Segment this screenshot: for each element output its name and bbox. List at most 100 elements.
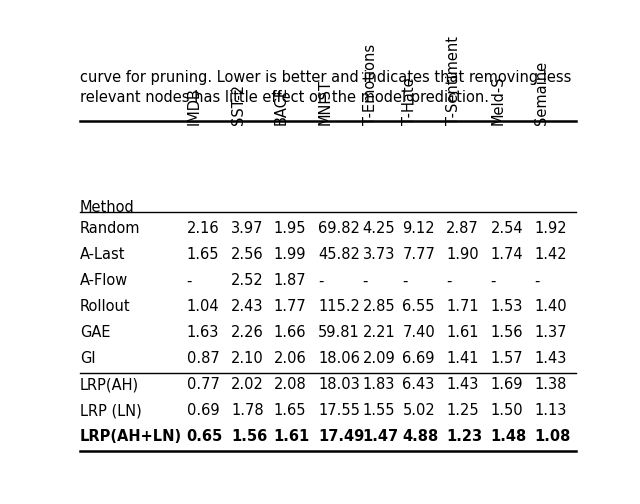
Text: 2.08: 2.08 (273, 377, 306, 393)
Text: 6.55: 6.55 (403, 299, 435, 314)
Text: Rollout: Rollout (80, 299, 131, 314)
Text: 2.16: 2.16 (187, 221, 220, 236)
Text: Method: Method (80, 201, 135, 215)
Text: 1.95: 1.95 (273, 221, 306, 236)
Text: 17.55: 17.55 (318, 403, 360, 418)
Text: 1.74: 1.74 (491, 247, 524, 263)
Text: 1.37: 1.37 (534, 326, 567, 340)
Text: 7.77: 7.77 (403, 247, 435, 263)
Text: 4.88: 4.88 (403, 429, 438, 445)
Text: 1.87: 1.87 (273, 273, 306, 288)
Text: 1.13: 1.13 (534, 403, 566, 418)
Text: 1.08: 1.08 (534, 429, 571, 445)
Text: 1.56: 1.56 (491, 326, 523, 340)
Text: 18.03: 18.03 (318, 377, 360, 393)
Text: 2.10: 2.10 (231, 351, 264, 366)
Text: GAE: GAE (80, 326, 111, 340)
Text: Semaine: Semaine (534, 60, 549, 124)
Text: 1.83: 1.83 (363, 377, 395, 393)
Text: 1.99: 1.99 (273, 247, 306, 263)
Text: 45.82: 45.82 (318, 247, 360, 263)
Text: -: - (403, 273, 408, 288)
Text: 0.65: 0.65 (187, 429, 223, 445)
Text: 1.61: 1.61 (446, 326, 479, 340)
Text: 1.40: 1.40 (534, 299, 567, 314)
Text: Meld-S: Meld-S (491, 75, 506, 124)
Text: 2.56: 2.56 (231, 247, 264, 263)
Text: Random: Random (80, 221, 141, 236)
Text: LRP(AH+LN): LRP(AH+LN) (80, 429, 182, 445)
Text: 17.49: 17.49 (318, 429, 364, 445)
Text: 2.06: 2.06 (273, 351, 306, 366)
Text: 1.92: 1.92 (534, 221, 567, 236)
Text: 18.06: 18.06 (318, 351, 360, 366)
Text: LRP (LN): LRP (LN) (80, 403, 141, 418)
Text: 1.41: 1.41 (446, 351, 479, 366)
Text: 1.69: 1.69 (491, 377, 523, 393)
Text: 1.61: 1.61 (273, 429, 310, 445)
Text: 2.87: 2.87 (446, 221, 479, 236)
Text: 1.47: 1.47 (363, 429, 399, 445)
Text: SST-2: SST-2 (231, 83, 246, 124)
Text: 1.43: 1.43 (534, 351, 566, 366)
Text: 1.77: 1.77 (273, 299, 306, 314)
Text: 1.50: 1.50 (491, 403, 524, 418)
Text: GI: GI (80, 351, 95, 366)
Text: 69.82: 69.82 (318, 221, 360, 236)
Text: 2.02: 2.02 (231, 377, 264, 393)
Text: 1.71: 1.71 (446, 299, 479, 314)
Text: 2.43: 2.43 (231, 299, 264, 314)
Text: 1.53: 1.53 (491, 299, 523, 314)
Text: 1.65: 1.65 (187, 247, 219, 263)
Text: 1.38: 1.38 (534, 377, 566, 393)
Text: A-Last: A-Last (80, 247, 125, 263)
Text: 5.02: 5.02 (403, 403, 435, 418)
Text: 1.90: 1.90 (446, 247, 479, 263)
Text: 115.2: 115.2 (318, 299, 360, 314)
Text: 6.69: 6.69 (403, 351, 435, 366)
Text: -: - (187, 273, 192, 288)
Text: 1.23: 1.23 (446, 429, 482, 445)
Text: 2.09: 2.09 (363, 351, 396, 366)
Text: 3.97: 3.97 (231, 221, 264, 236)
Text: 2.52: 2.52 (231, 273, 264, 288)
Text: 1.57: 1.57 (491, 351, 524, 366)
Text: 1.43: 1.43 (446, 377, 479, 393)
Text: 3.73: 3.73 (363, 247, 395, 263)
Text: T-Sentiment: T-Sentiment (446, 35, 461, 124)
Text: relevant nodes has little effect on the model prediction.: relevant nodes has little effect on the … (80, 90, 489, 105)
Text: T-Hate: T-Hate (403, 77, 417, 124)
Text: 2.54: 2.54 (491, 221, 524, 236)
Text: 1.55: 1.55 (363, 403, 396, 418)
Text: 1.63: 1.63 (187, 326, 219, 340)
Text: 0.87: 0.87 (187, 351, 220, 366)
Text: 1.78: 1.78 (231, 403, 264, 418)
Text: IMDB: IMDB (187, 87, 202, 124)
Text: A-Flow: A-Flow (80, 273, 128, 288)
Text: 1.48: 1.48 (491, 429, 527, 445)
Text: BACE: BACE (273, 86, 289, 124)
Text: curve for pruning. Lower is better and indicates that removing less: curve for pruning. Lower is better and i… (80, 70, 572, 85)
Text: -: - (318, 273, 323, 288)
Text: LRP(AH): LRP(AH) (80, 377, 139, 393)
Text: 1.25: 1.25 (446, 403, 479, 418)
Text: 1.42: 1.42 (534, 247, 567, 263)
Text: 2.21: 2.21 (363, 326, 396, 340)
Text: 1.66: 1.66 (273, 326, 306, 340)
Text: 9.12: 9.12 (403, 221, 435, 236)
Text: 4.25: 4.25 (363, 221, 396, 236)
Text: 2.26: 2.26 (231, 326, 264, 340)
Text: 0.69: 0.69 (187, 403, 220, 418)
Text: 1.04: 1.04 (187, 299, 220, 314)
Text: MNIST: MNIST (318, 79, 333, 124)
Text: T-Emotions: T-Emotions (363, 43, 378, 124)
Text: -: - (534, 273, 540, 288)
Text: -: - (491, 273, 496, 288)
Text: 6.43: 6.43 (403, 377, 435, 393)
Text: 7.40: 7.40 (403, 326, 435, 340)
Text: -: - (446, 273, 451, 288)
Text: 0.77: 0.77 (187, 377, 220, 393)
Text: 1.65: 1.65 (273, 403, 306, 418)
Text: -: - (363, 273, 368, 288)
Text: 1.56: 1.56 (231, 429, 268, 445)
